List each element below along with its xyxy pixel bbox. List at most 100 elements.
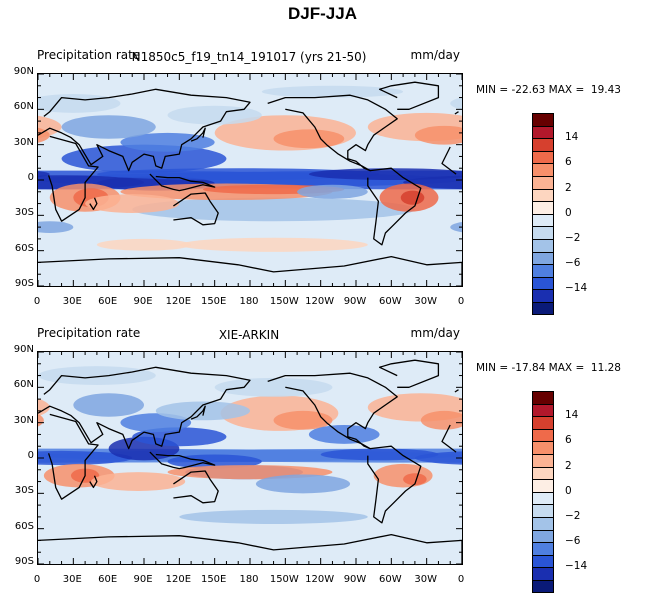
precip-anomaly-area	[308, 425, 380, 444]
colorbar-swatch	[532, 251, 554, 265]
colorbar-swatch	[532, 428, 554, 442]
precip-anomaly-area	[414, 125, 462, 145]
map-plot	[37, 73, 463, 287]
colorbar-swatch	[532, 567, 554, 580]
lon-tick-label: 150E	[200, 296, 227, 307]
precip-anomaly-area	[179, 509, 368, 524]
colorbar-tick-label: 2	[565, 181, 572, 194]
coastline	[173, 192, 219, 226]
colorbar-swatch	[532, 163, 554, 176]
colorbar-tick-label: −6	[565, 257, 581, 270]
map-plot	[37, 351, 463, 565]
lat-tick-label: 60S	[14, 520, 34, 532]
precip-anomaly-area	[38, 366, 156, 385]
coastline	[173, 470, 219, 504]
lon-tick-label: 60W	[379, 296, 402, 307]
lat-tick-label: 90N	[13, 66, 34, 77]
precip-anomaly-area	[273, 129, 345, 149]
lat-tick-label: 30S	[14, 207, 34, 219]
coastline	[441, 146, 457, 175]
colorbar-swatch	[532, 554, 554, 568]
panel-left-label: Precipitation rate	[37, 48, 141, 62]
precip-anomaly-area	[214, 377, 333, 397]
precip-anomaly-area	[61, 144, 227, 173]
precip-anomaly-area	[308, 168, 462, 180]
precip-anomaly-area	[85, 194, 180, 213]
coastline	[47, 413, 99, 500]
colorbar	[532, 113, 554, 315]
lon-tick-label: 120W	[305, 574, 335, 585]
colorbar-swatch	[532, 491, 554, 505]
precip-anomaly-area	[167, 454, 262, 469]
colorbar-tick-label: 2	[565, 459, 572, 472]
precip-anomaly-area	[38, 171, 50, 178]
colorbar-swatch	[532, 276, 554, 290]
coastline	[267, 94, 398, 172]
colorbar-swatch	[532, 516, 554, 530]
precip-anomaly-area	[255, 474, 351, 494]
lon-tick-label: 0	[33, 296, 41, 307]
colorbar-swatch	[532, 175, 554, 189]
lat-tick-label: 30S	[14, 485, 34, 497]
precip-anomaly-area	[179, 237, 368, 252]
lon-tick-label: 30W	[414, 574, 437, 585]
lat-tick-label: 0	[27, 450, 34, 461]
lon-tick-label: 0	[457, 574, 465, 585]
lon-tick-label: 90E	[133, 574, 153, 585]
colorbar-tick-label: 6	[565, 434, 572, 447]
lon-tick-label: 120E	[165, 296, 192, 307]
colorbar-swatch	[532, 466, 554, 480]
coastline	[38, 88, 251, 172]
precip-anomaly-area	[132, 197, 415, 222]
coastline	[454, 111, 459, 115]
colorbar-tick-label: 0	[565, 484, 572, 497]
coastline	[38, 366, 251, 450]
colorbar-swatch	[532, 301, 554, 315]
colorbar-swatch	[532, 226, 554, 239]
coastline	[47, 135, 99, 222]
coastline	[378, 359, 440, 388]
colorbar-tick-label: −2	[565, 510, 581, 522]
coastline	[367, 445, 422, 524]
lon-tick-label: 30E	[62, 574, 82, 585]
lon-tick-label: 0	[33, 574, 41, 585]
lon-tick-label: 150E	[200, 574, 227, 585]
coastline	[441, 424, 457, 453]
coastline	[149, 173, 216, 192]
lon-tick-label: 60E	[98, 296, 118, 307]
coastline	[367, 167, 422, 246]
colorbar-swatch	[532, 403, 554, 417]
colorbar-swatch	[532, 529, 554, 543]
lat-tick-label: 30N	[13, 414, 34, 426]
coastline	[149, 451, 216, 470]
colorbar-swatch	[532, 391, 554, 404]
lon-tick-label: 150W	[269, 296, 299, 307]
panel-model: Precipitation rate N1850c5_f19_tn14_1910…	[0, 40, 645, 320]
lon-tick-label: 60E	[98, 574, 118, 585]
colorbar-tick-label: −2	[565, 232, 581, 244]
precip-anomaly-area	[96, 238, 192, 251]
lat-tick-label: 90S	[14, 556, 34, 567]
colorbar-swatch	[532, 125, 554, 139]
precip-anomaly-area	[261, 85, 404, 98]
precip-anomaly-area	[38, 450, 133, 466]
panel-left-label: Precipitation rate	[37, 326, 141, 340]
precip-anomaly-area	[73, 393, 144, 417]
colorbar-swatch	[532, 188, 554, 202]
lat-tick-label: 60N	[13, 379, 34, 391]
colorbar-swatch	[532, 264, 554, 277]
coastline	[378, 81, 440, 110]
lon-tick-label: 0	[457, 296, 465, 307]
min-max-readout: MIN = -17.84 MAX = 11.28	[476, 362, 621, 374]
panel-units-label: mm/day	[410, 48, 461, 62]
colorbar-swatch	[532, 453, 554, 467]
panel-observations: Precipitation rate XIE-ARKIN mm/day MIN …	[0, 318, 645, 598]
colorbar-swatch	[532, 213, 554, 227]
coastline	[89, 475, 98, 489]
precip-anomaly-area	[91, 472, 186, 491]
precip-anomaly-area	[38, 127, 50, 143]
colorbar-tick-label: −6	[565, 535, 581, 548]
precip-anomaly-area	[167, 105, 262, 125]
coastline	[190, 127, 206, 142]
colorbar-swatch	[532, 504, 554, 517]
